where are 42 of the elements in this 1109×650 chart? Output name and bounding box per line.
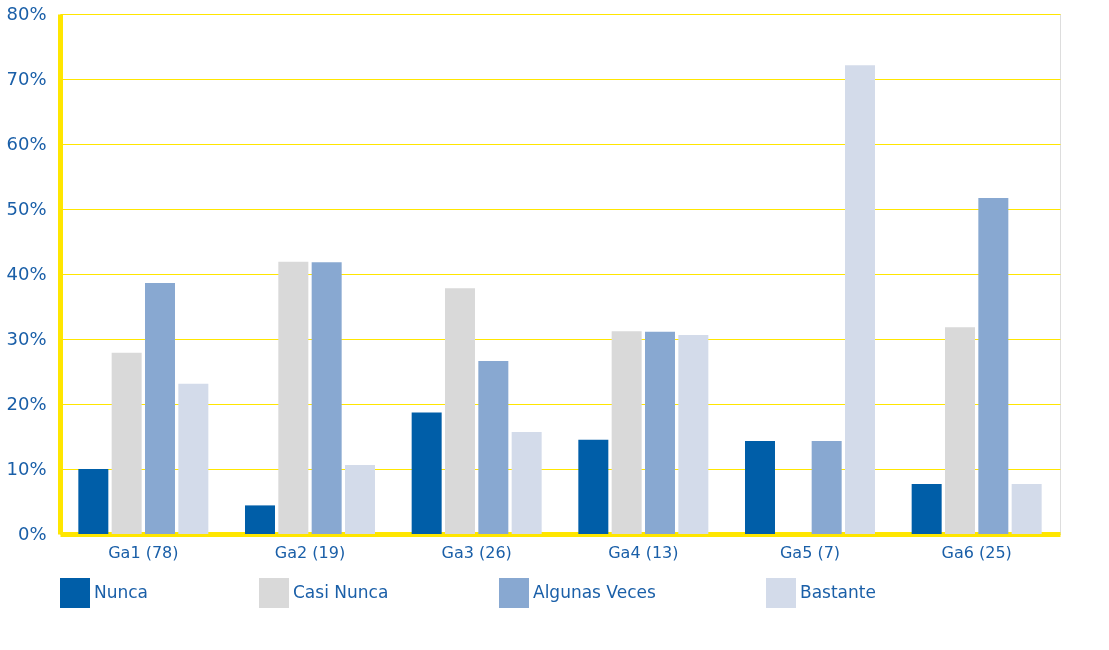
bar: [345, 465, 375, 534]
y-tick-label: 30%: [6, 327, 47, 349]
legend-label: Casi Nunca: [293, 582, 389, 602]
bar: [411, 412, 442, 534]
bar: [845, 65, 875, 534]
x-tick-label: Ga6 (25): [941, 542, 1012, 562]
bar: [278, 261, 309, 534]
bar: [945, 327, 975, 534]
legend-label: Algunas Veces: [533, 582, 656, 602]
bar: [611, 331, 642, 534]
bar: [811, 441, 842, 534]
bar: [311, 262, 342, 534]
bar: [245, 505, 275, 534]
bar: [511, 431, 542, 534]
legend-label: Nunca: [94, 582, 149, 602]
x-tick-label: Ga3 (26): [441, 542, 512, 562]
bar: [478, 361, 509, 534]
bar: [578, 439, 609, 534]
bar: [178, 383, 209, 534]
y-tick-label: 50%: [6, 197, 47, 219]
x-tick-label: Ga2 (19): [274, 542, 346, 562]
bar: [78, 469, 109, 534]
y-tick-label: 20%: [6, 392, 47, 414]
bar: [745, 441, 775, 534]
y-tick-label: 0%: [17, 522, 47, 544]
y-tick-label: 60%: [6, 132, 47, 154]
legend-label: Bastante: [800, 582, 876, 602]
bar: [445, 288, 475, 534]
y-tick-label: 40%: [6, 262, 47, 284]
y-tick-label: 80%: [6, 2, 47, 24]
bar: [978, 197, 1009, 534]
bar: [645, 331, 675, 534]
x-tick-label: Ga1 (78): [108, 542, 179, 562]
bar: [1011, 483, 1042, 534]
y-tick-label: 70%: [6, 67, 47, 89]
bar: [678, 335, 709, 534]
y-tick-label: 10%: [6, 457, 47, 479]
bar: [111, 352, 142, 534]
x-tick-label: Ga4 (13): [608, 542, 679, 562]
bar: [911, 483, 942, 534]
bar: [145, 283, 175, 534]
x-tick-label: Ga5 (7): [779, 542, 841, 562]
